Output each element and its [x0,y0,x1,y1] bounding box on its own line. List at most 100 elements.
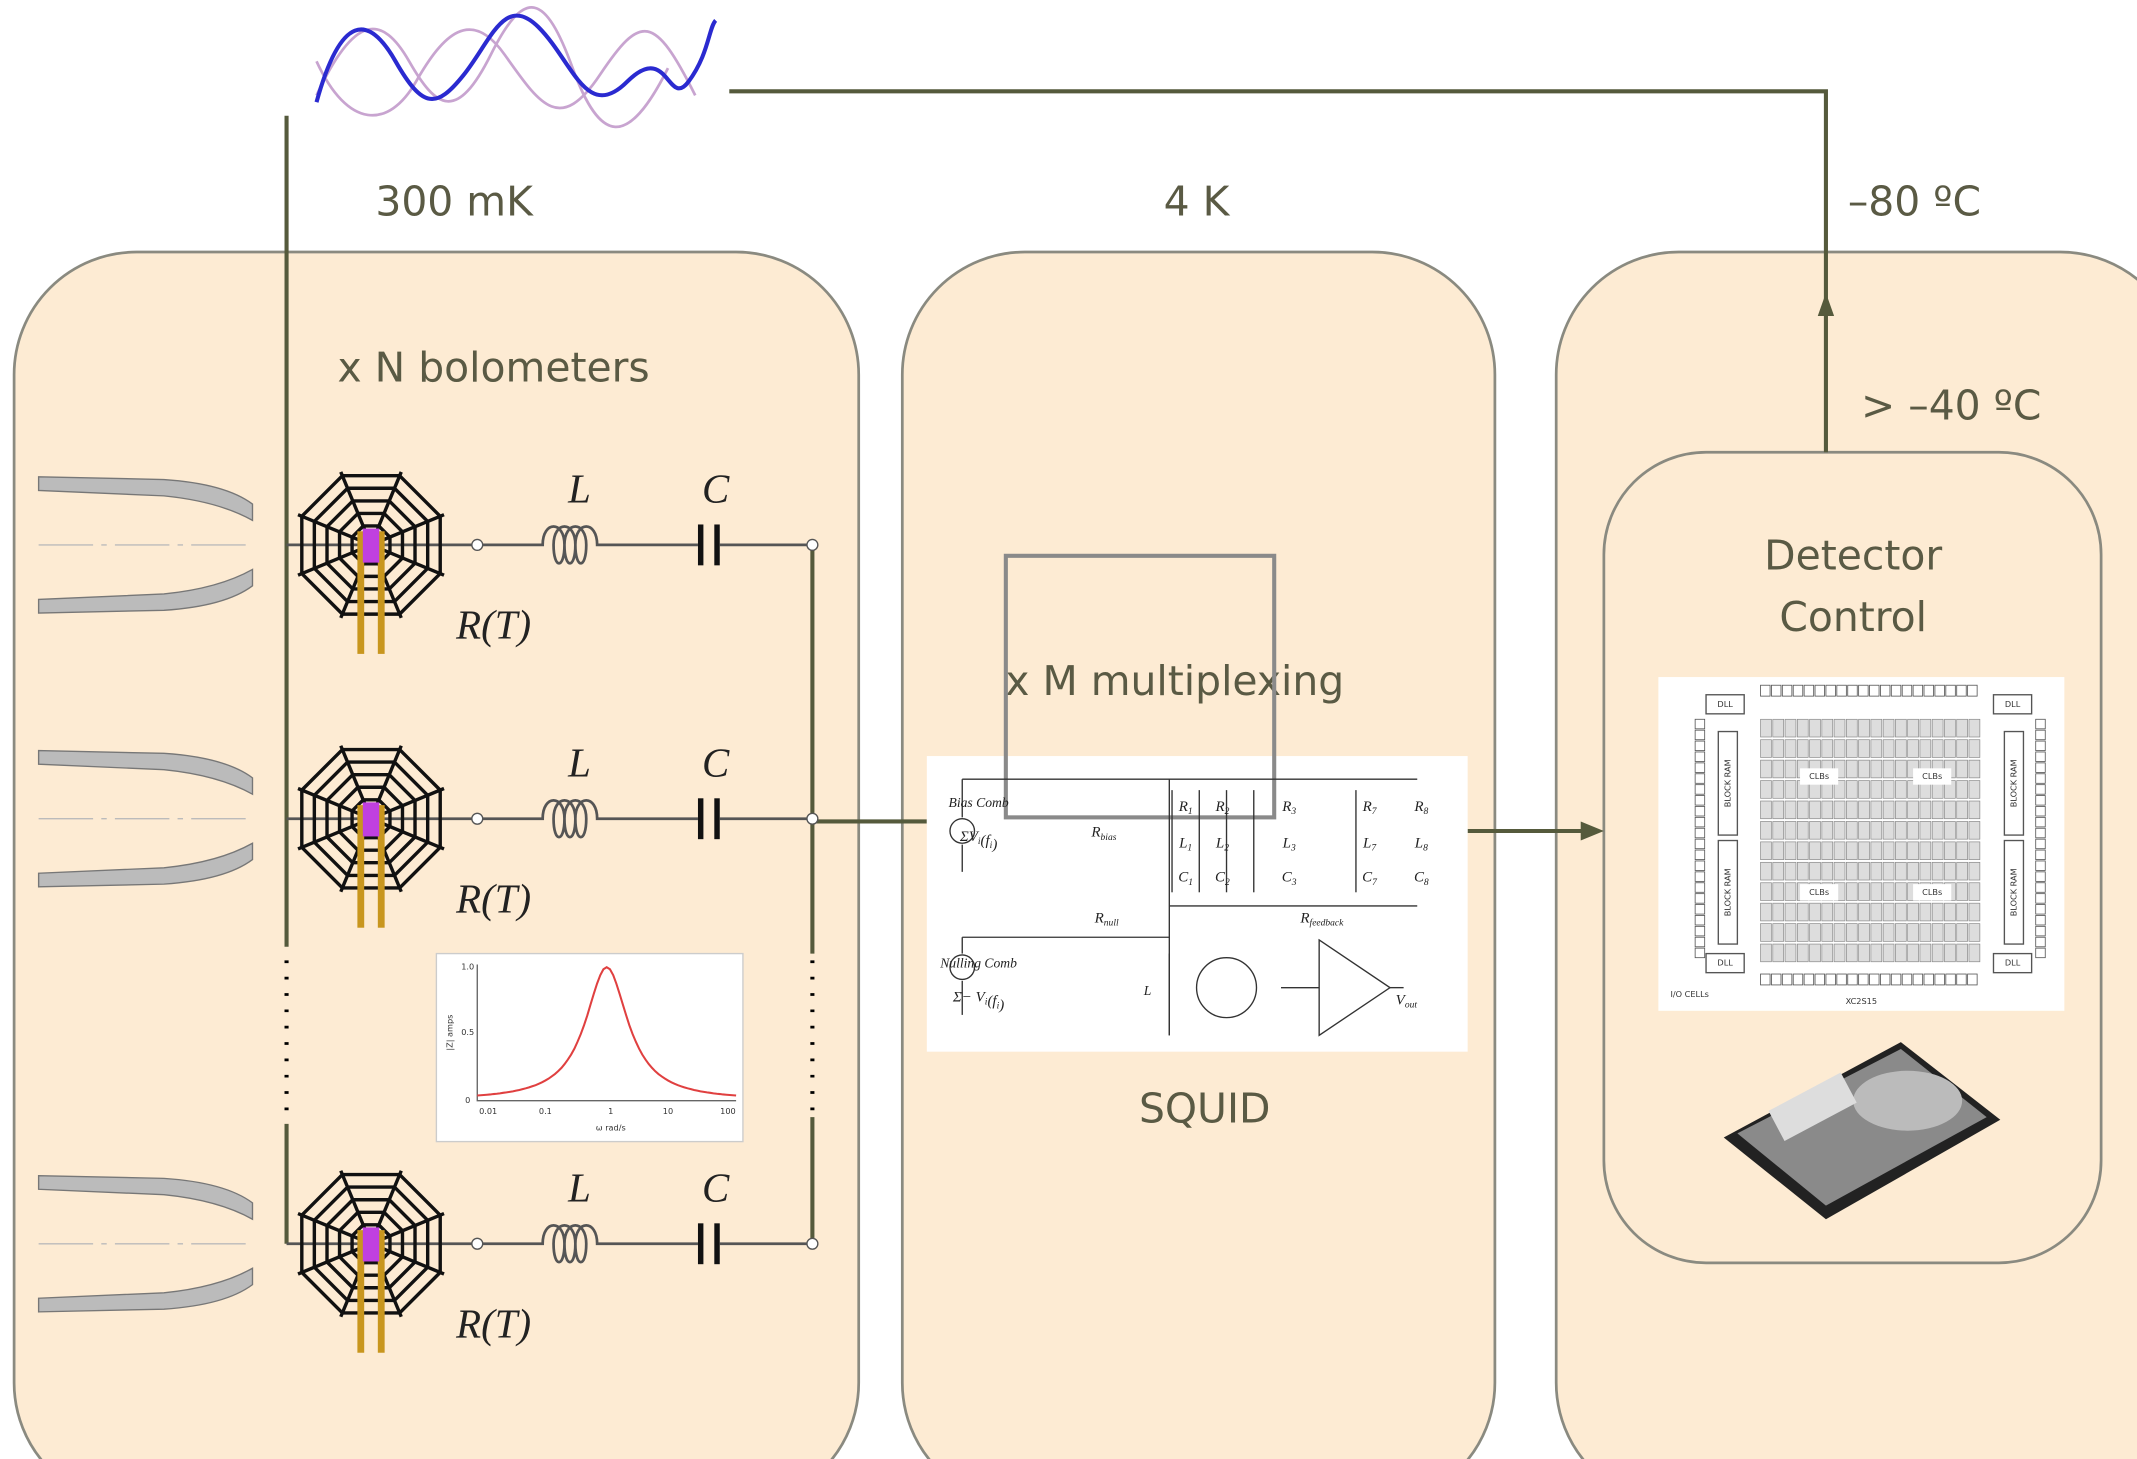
clb [1957,903,1968,921]
clb [1797,842,1808,860]
capacitor-label: C [702,740,730,785]
fpga-label: I/O CELLs [1671,989,1709,999]
clb [1834,740,1845,758]
clb [1846,781,1857,799]
clb [1785,862,1796,880]
stage-label: 4 K [1164,177,1231,225]
clb [1883,821,1894,839]
clb [1920,842,1931,860]
clb [1895,821,1906,839]
fpga-label: CLBs [1922,887,1942,897]
clb [1834,924,1845,942]
x-tick-label: 100 [720,1106,736,1116]
clb [1871,842,1882,860]
circuit-label: Nulling Comb [939,956,1017,971]
clb [1773,862,1784,880]
clb [1895,781,1906,799]
symbol: L [1282,836,1291,852]
clb [1932,842,1943,860]
clb [1810,801,1821,819]
node [807,539,818,550]
inductor-label: L [567,1165,591,1210]
clb [1773,883,1784,901]
clb [1895,760,1906,778]
subscript: 8 [1424,878,1429,888]
clb [1944,821,1955,839]
clb [1797,801,1808,819]
clb [1895,924,1906,942]
x-tick-label: 10 [663,1106,673,1116]
node [472,539,483,550]
y-tick-label: 1.0 [461,962,474,972]
clb [1859,781,1870,799]
symbol: R [1281,799,1291,815]
clb [1797,719,1808,737]
clb [1944,740,1955,758]
clb [1944,924,1955,942]
symbol: L [1178,836,1187,852]
clb [1822,862,1833,880]
fpga-label: CLBs [1922,771,1942,781]
clb [1969,903,1980,921]
clb [1761,883,1772,901]
fpga-label: BLOCK RAM [2008,759,2018,807]
clb [1920,801,1931,819]
clb [1883,760,1894,778]
clb [1846,883,1857,901]
clb [1871,944,1882,962]
clb [1944,719,1955,737]
clb [1773,740,1784,758]
clb [1871,781,1882,799]
clb [1773,719,1784,737]
stage-label: 300 mK [375,177,534,225]
clb [1871,821,1882,839]
clb [1871,740,1882,758]
clb [1908,862,1919,880]
y-tick-label: 0.5 [461,1027,474,1037]
clb [1895,903,1906,921]
node [472,813,483,824]
inductor-label: L [567,740,591,785]
clb [1895,719,1906,737]
clb [1883,903,1894,921]
clb [1883,719,1894,737]
clb [1822,740,1833,758]
clb [1761,781,1772,799]
symbol: L [1362,836,1371,852]
tes [363,802,379,836]
clb [1846,903,1857,921]
clb [1908,903,1919,921]
clb [1773,781,1784,799]
clb [1822,944,1833,962]
clb [1957,821,1968,839]
clb [1957,781,1968,799]
stage-label: –80 ºC [1848,177,1981,225]
clb [1785,801,1796,819]
clb [1920,740,1931,758]
clb [1920,821,1931,839]
fpga-label: DLL [2005,958,2021,968]
clb [1957,924,1968,942]
clb [1773,944,1784,962]
clb [1944,842,1955,860]
clb [1797,944,1808,962]
clb [1761,719,1772,737]
clb [1883,740,1894,758]
clb [1859,924,1870,942]
clb [1773,760,1784,778]
symbol: R [1299,911,1309,927]
clb [1785,821,1796,839]
fpga-label: CLBs [1809,771,1829,781]
clb [1846,801,1857,819]
clb [1846,719,1857,737]
clb [1822,842,1833,860]
clb [1785,903,1796,921]
clb [1957,862,1968,880]
clb [1895,862,1906,880]
clb [1957,740,1968,758]
fpga-label: BLOCK RAM [1722,868,1732,916]
fpga-label: CLBs [1809,887,1829,897]
waveform [317,7,716,127]
clb [1785,740,1796,758]
panel-label: Control [1779,593,1927,641]
